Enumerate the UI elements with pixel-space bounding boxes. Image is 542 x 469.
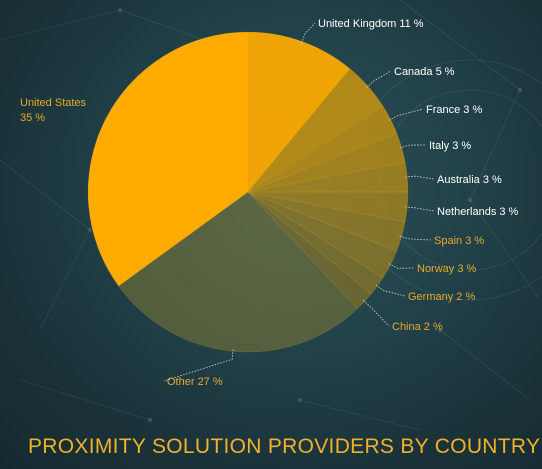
pie-slice-china <box>247 191 372 309</box>
leader-line-netherlands <box>405 206 435 212</box>
leader-line-france <box>388 108 424 121</box>
pie-slice-spain <box>247 191 406 252</box>
pie-slice-united-kingdom <box>247 31 351 193</box>
pie-slice-france <box>247 105 398 193</box>
pie-slices <box>87 31 409 353</box>
pie-slice-canada <box>247 68 384 193</box>
slice-label-germany: Germany 2 % <box>408 291 475 303</box>
slice-label-netherlands: Netherlands 3 % <box>437 206 519 218</box>
leader-line-australia <box>405 175 435 180</box>
chart-title: PROXIMITY SOLUTION PROVIDERS BY COUNTRY <box>28 435 541 458</box>
leader-line-germany <box>375 284 406 297</box>
slice-label-spain: Spain 3 % <box>434 235 484 247</box>
slice-label-united-states: United States 35 % <box>20 97 87 124</box>
leader-line-united-kingdom <box>301 22 316 44</box>
pie-slice-germany <box>247 191 384 295</box>
slice-label-norway: Norway 3 % <box>417 263 477 275</box>
leader-lines <box>163 22 435 382</box>
slice-label-italy: Italy 3 % <box>429 140 471 152</box>
leader-line-canada <box>366 70 392 88</box>
slice-label-canada: Canada 5 % <box>394 66 455 78</box>
leader-line-other <box>163 349 234 382</box>
slice-label-other: Other 27 % <box>167 376 223 388</box>
slice-label-china: China 2 % <box>392 321 443 333</box>
pie-slice-australia <box>247 161 409 193</box>
leader-line-china <box>362 299 390 327</box>
leader-line-norway <box>388 263 415 269</box>
slice-label-united-kingdom: United Kingdom 11 % <box>318 18 424 30</box>
pie-slice-italy <box>247 132 406 193</box>
leader-line-italy <box>399 144 427 149</box>
slice-label-australia: Australia 3 % <box>437 174 502 186</box>
slice-labels: United Kingdom 11 % Canada 5 % France 3 % I… <box>20 18 519 388</box>
slice-label-france: France 3 % <box>426 104 482 116</box>
pie-slice-norway <box>247 191 398 279</box>
pie-slice-united-states <box>87 31 249 287</box>
pie-slice-netherlands <box>247 191 409 223</box>
pie-slice-other <box>118 191 358 353</box>
leader-line-spain <box>399 235 432 241</box>
